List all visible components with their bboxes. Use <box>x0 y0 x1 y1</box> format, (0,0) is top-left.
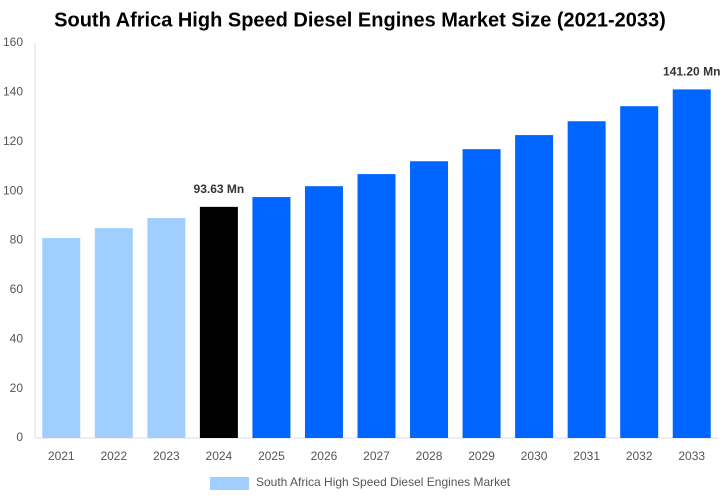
bar <box>515 135 554 438</box>
x-tick-label: 2028 <box>416 449 443 463</box>
x-tick-label: 2027 <box>363 449 390 463</box>
x-tick-label: 2023 <box>153 449 180 463</box>
y-tick-label: 140 <box>3 85 23 99</box>
y-tick-label: 160 <box>3 35 23 49</box>
x-tick-label: 2026 <box>311 449 338 463</box>
bar <box>672 89 711 438</box>
x-tick-label: 2031 <box>573 449 600 463</box>
y-tick-label: 100 <box>3 183 23 197</box>
y-tick-label: 60 <box>10 282 24 296</box>
bar <box>620 106 659 438</box>
bar <box>357 174 396 438</box>
x-tick-label: 2032 <box>626 449 653 463</box>
y-tick-label: 40 <box>10 331 24 345</box>
bar <box>462 149 501 438</box>
y-tick-label: 0 <box>16 430 23 444</box>
legend-swatch <box>210 477 249 490</box>
y-tick-label: 120 <box>3 134 23 148</box>
value-label: 93.63 Mn <box>194 182 245 196</box>
bar <box>147 218 186 438</box>
bar <box>410 161 449 439</box>
x-tick-label: 2021 <box>48 449 75 463</box>
x-tick-label: 2030 <box>521 449 548 463</box>
x-tick-label: 2033 <box>678 449 705 463</box>
bar <box>567 121 606 439</box>
bar <box>199 206 238 438</box>
bar <box>42 238 81 438</box>
x-tick-label: 2024 <box>206 449 233 463</box>
x-tick-label: 2029 <box>468 449 495 463</box>
legend-label: South Africa High Speed Diesel Engines M… <box>256 475 511 489</box>
value-label: 141.20 Mn <box>663 65 720 79</box>
y-tick-label: 20 <box>10 381 24 395</box>
x-tick-label: 2025 <box>258 449 285 463</box>
bar <box>252 197 291 438</box>
x-tick-label: 2022 <box>100 449 127 463</box>
bar <box>94 228 133 438</box>
bar <box>304 186 343 438</box>
y-tick-label: 80 <box>10 233 24 247</box>
chart-title: South Africa High Speed Diesel Engines M… <box>54 9 666 31</box>
